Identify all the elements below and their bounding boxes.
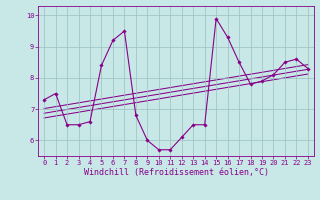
X-axis label: Windchill (Refroidissement éolien,°C): Windchill (Refroidissement éolien,°C) [84, 168, 268, 177]
